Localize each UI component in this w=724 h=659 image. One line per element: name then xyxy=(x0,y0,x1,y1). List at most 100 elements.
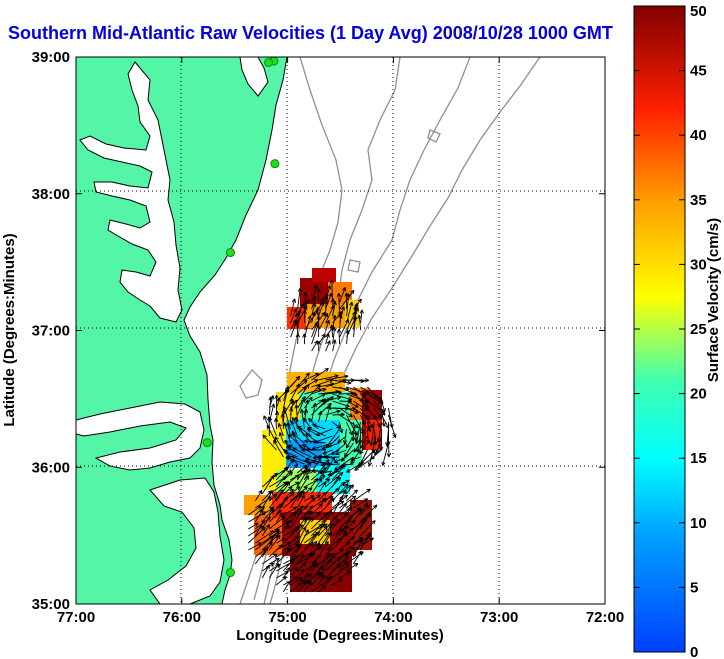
velocity-vector xyxy=(352,502,369,523)
velocity-vector-head xyxy=(264,546,269,550)
velocity-vector-head xyxy=(343,552,349,554)
velocity-vector xyxy=(386,428,389,447)
velocity-vector-head xyxy=(271,530,275,535)
velocity-vector-head xyxy=(326,368,329,373)
velocity-vector-head xyxy=(312,455,317,459)
velocity-vector-head xyxy=(313,310,318,313)
velocity-vector xyxy=(338,490,347,502)
colorbar-tick-label: 10 xyxy=(690,515,707,532)
velocity-vector-head xyxy=(291,417,294,422)
velocity-vector xyxy=(332,386,350,390)
velocity-vector-head xyxy=(368,504,371,509)
velocity-vector xyxy=(276,520,290,530)
velocity-vector-head xyxy=(337,396,342,401)
velocity-vector-head xyxy=(261,548,266,551)
velocity-vector-head xyxy=(327,402,332,405)
velocity-vector-head xyxy=(293,399,298,403)
velocity-vector-head xyxy=(340,528,343,533)
velocity-vector-head xyxy=(323,523,325,528)
velocity-vector xyxy=(374,393,383,402)
velocity-vector-head xyxy=(316,384,321,387)
velocity-vector xyxy=(370,449,382,460)
velocity-vector-head xyxy=(331,554,336,557)
velocity-vector-head xyxy=(336,476,341,480)
velocity-vector-head xyxy=(321,445,326,449)
velocity-vector-head xyxy=(337,528,342,532)
velocity-vector xyxy=(296,526,307,544)
velocity-vector xyxy=(352,518,367,537)
velocity-vector-head xyxy=(287,455,292,458)
velocity-vector-head xyxy=(312,559,317,563)
velocity-vector-head xyxy=(341,429,344,434)
velocity-vector-head xyxy=(359,309,363,314)
velocity-vector-head xyxy=(325,526,328,531)
velocity-vector xyxy=(290,321,297,338)
velocity-vector-head xyxy=(322,393,326,398)
velocity-vector-head xyxy=(375,504,378,509)
velocity-vector xyxy=(303,469,311,481)
velocity-vector-head xyxy=(263,527,266,532)
velocity-vector-head xyxy=(332,314,336,319)
velocity-vector xyxy=(311,379,334,388)
velocity-vector-head xyxy=(260,506,265,509)
velocity-vector-head xyxy=(320,503,323,508)
velocity-vector-head xyxy=(351,495,356,498)
velocity-vector xyxy=(366,428,369,444)
velocity-vector xyxy=(311,497,327,509)
velocity-vector-head xyxy=(311,542,314,547)
velocity-vector xyxy=(297,398,305,416)
velocity-vector xyxy=(297,309,301,331)
velocity-vector xyxy=(296,579,310,593)
velocity-vector-head xyxy=(334,301,337,306)
velocity-vector xyxy=(289,407,292,423)
velocity-vector-head xyxy=(282,516,286,521)
velocity-vector-head xyxy=(329,552,331,558)
velocity-vector-head xyxy=(332,498,335,503)
velocity-vector-head xyxy=(340,549,344,554)
velocity-vector-head xyxy=(318,315,321,320)
velocity-vector-head xyxy=(268,416,273,421)
velocity-vector xyxy=(331,495,344,516)
velocity-vector xyxy=(275,496,288,516)
velocity-vector-head xyxy=(324,498,327,503)
velocity-vector-head xyxy=(309,573,312,578)
velocity-vector-head xyxy=(270,396,273,401)
velocity-vector-head xyxy=(303,386,307,391)
velocity-vector-head xyxy=(352,484,354,489)
velocity-vector-head xyxy=(331,453,336,456)
velocity-vector-head xyxy=(272,395,275,400)
velocity-vector-head xyxy=(319,545,323,550)
velocity-vector-head xyxy=(345,329,349,334)
velocity-vector-head xyxy=(346,556,349,561)
velocity-vector xyxy=(296,313,299,338)
velocity-vector-head xyxy=(320,464,326,468)
velocity-vector-head xyxy=(328,532,331,537)
velocity-vector-head xyxy=(359,445,364,449)
velocity-vector-head xyxy=(339,429,343,434)
velocity-vector-head xyxy=(335,518,340,522)
velocity-vector-head xyxy=(279,510,282,515)
velocity-vector-head xyxy=(347,399,352,402)
velocity-vector-head xyxy=(360,380,365,384)
velocity-vector xyxy=(310,457,322,474)
velocity-vector-head xyxy=(272,493,277,496)
velocity-vector-head xyxy=(295,416,299,421)
velocity-vector-head xyxy=(314,477,318,481)
velocity-vector xyxy=(261,541,273,558)
velocity-vector-head xyxy=(381,461,384,466)
velocity-vector-head xyxy=(350,413,353,418)
velocity-vector-head xyxy=(337,438,340,443)
velocity-vector-head xyxy=(356,303,359,308)
velocity-vector xyxy=(305,433,319,444)
velocity-vector xyxy=(318,313,329,331)
velocity-vector-head xyxy=(317,388,322,390)
velocity-vector-head xyxy=(333,555,336,560)
velocity-vector-head xyxy=(263,511,267,516)
velocity-vector-head xyxy=(327,558,332,562)
velocity-vector-head xyxy=(278,529,280,534)
velocity-vector-head xyxy=(336,410,341,414)
velocity-vector-head xyxy=(327,472,331,476)
velocity-vector-head xyxy=(322,475,326,480)
velocity-vector-head xyxy=(304,439,309,442)
